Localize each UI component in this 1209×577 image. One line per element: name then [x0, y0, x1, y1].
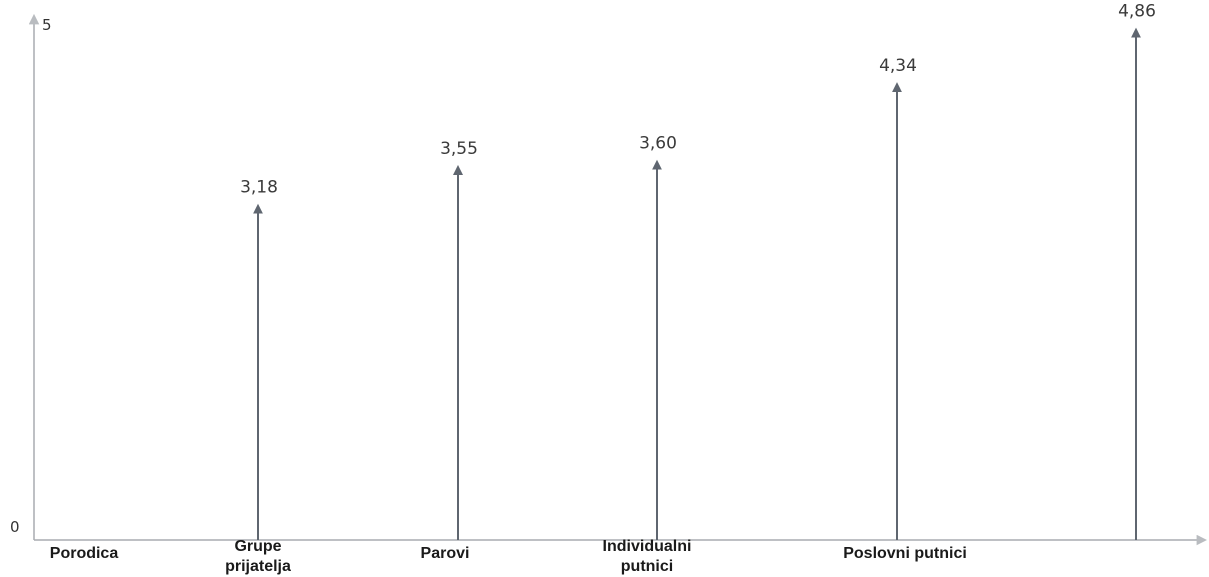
- category-label: Poslovni putnici: [843, 545, 967, 562]
- chart-marks: 3,18 3,55 3,60 4,34 4,86: [240, 2, 1156, 540]
- y-tick-label-min: 0: [10, 518, 20, 536]
- category-label: Parovi: [421, 545, 470, 562]
- value-label: 3,55: [440, 139, 478, 159]
- value-label: 4,86: [1118, 2, 1156, 22]
- value-label: 3,60: [639, 134, 677, 154]
- value-label: 4,34: [879, 56, 917, 76]
- category-label: Individualni putnici: [603, 538, 692, 575]
- category-label: Porodica: [50, 545, 119, 562]
- category-labels: Porodica Grupe prijatelja Parovi Individualn…: [50, 538, 967, 575]
- y-tick-label-max: 5: [42, 16, 52, 34]
- value-label: 3,18: [240, 178, 278, 198]
- category-label: Grupe prijatelja: [225, 538, 291, 575]
